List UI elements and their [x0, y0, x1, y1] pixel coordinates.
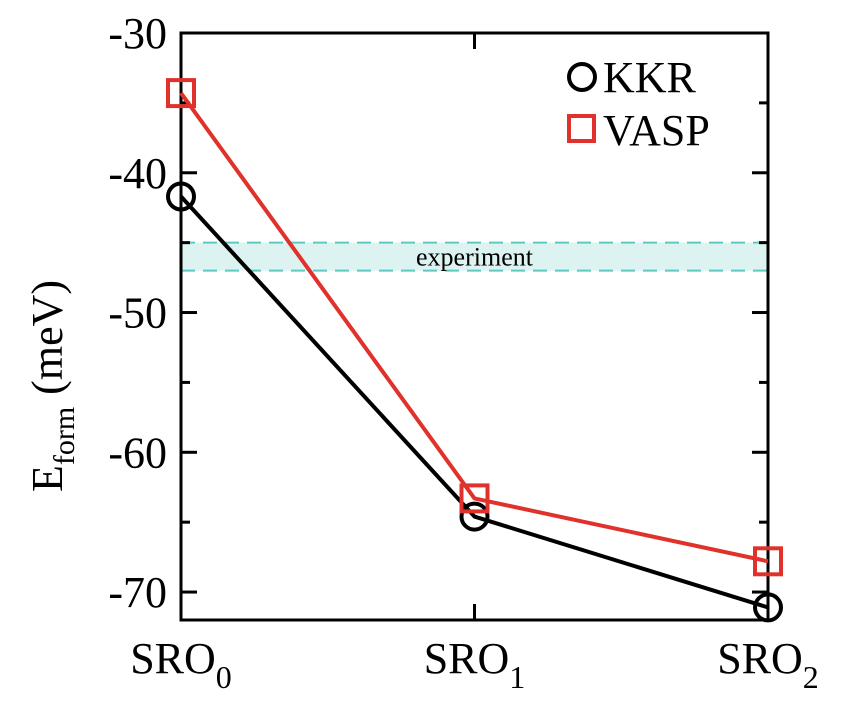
x-tick-label: SRO0 — [130, 634, 232, 695]
x-tick-label: SRO2 — [717, 634, 819, 695]
x-tick-label: SRO1 — [424, 634, 526, 695]
legend-vasp-label: VASP — [603, 106, 710, 155]
y-axis-symbol: E — [23, 465, 72, 492]
experiment-band-fill — [181, 242, 768, 271]
y-tick-labels: -30 -40 -50 -60 -70 — [108, 9, 167, 617]
legend-kkr-label: KKR — [603, 53, 697, 102]
y-tick-label: -30 — [108, 9, 167, 58]
y-tick-label: -70 — [108, 568, 167, 617]
plot-frame — [179, 31, 770, 622]
experiment-band: experiment — [181, 241, 768, 272]
series-kkr — [166, 181, 783, 623]
series-kkr-line — [179, 195, 769, 610]
series-kkr-point — [166, 181, 196, 212]
series-kkr-point — [753, 592, 783, 623]
y-axis-unit: (meV) — [23, 280, 72, 395]
y-axis-title: Eform (meV) — [23, 280, 81, 492]
series-vasp-point — [753, 546, 783, 577]
legend-item-kkr: KKR — [567, 53, 697, 102]
x-tick-labels: SRO0 SRO1 SRO2 — [130, 634, 819, 695]
y-axis-subscript: form — [48, 407, 81, 465]
legend-item-vasp: VASP — [567, 106, 710, 155]
series-layer — [166, 78, 783, 623]
legend-vasp-marker — [567, 114, 596, 143]
experiment-band-label: experiment — [416, 243, 534, 272]
series-vasp-line — [179, 91, 769, 564]
series-kkr-point — [459, 501, 490, 532]
series-vasp-point — [166, 78, 196, 109]
y-tick-label: -40 — [108, 149, 167, 198]
series-vasp-point — [459, 483, 490, 514]
y-tick-label: -50 — [108, 289, 167, 338]
series-vasp — [166, 78, 783, 577]
y-tick-label: -60 — [108, 428, 167, 477]
legend: KKR VASP — [567, 53, 710, 155]
legend-kkr-marker — [567, 62, 597, 92]
